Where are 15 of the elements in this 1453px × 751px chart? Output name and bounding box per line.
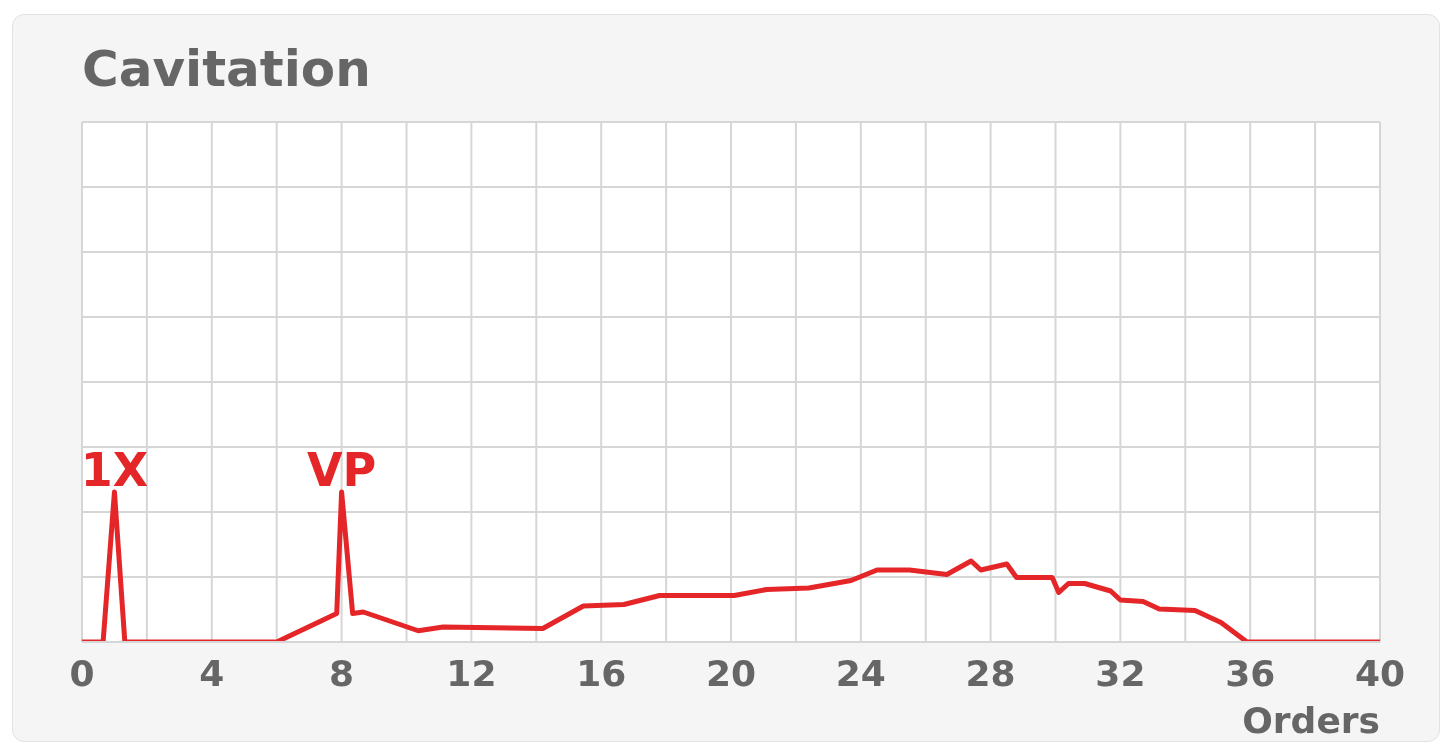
x-tick-label: 24 — [835, 652, 886, 694]
x-tick-label: 36 — [1225, 652, 1276, 694]
x-tick-label: 0 — [69, 652, 95, 694]
x-tick-label: 40 — [1354, 652, 1406, 694]
annotation: 1X — [80, 443, 149, 497]
x-tick-label: 16 — [576, 652, 627, 694]
x-tick-label: 4 — [199, 652, 225, 694]
x-tick-label: 28 — [965, 652, 1016, 694]
x-tick-label: 8 — [329, 652, 355, 694]
x-tick-label: 12 — [446, 652, 497, 694]
annotation: VP — [306, 443, 377, 497]
x-tick-label: 32 — [1095, 652, 1146, 694]
chart-title: Cavitation — [82, 39, 371, 100]
x-axis-title: Orders — [1242, 700, 1380, 741]
x-tick-label: 20 — [705, 652, 757, 694]
